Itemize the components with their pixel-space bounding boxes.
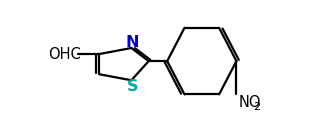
Text: 2: 2	[253, 102, 260, 111]
Text: N: N	[126, 36, 139, 50]
Text: NO: NO	[239, 95, 261, 110]
Text: OHC: OHC	[48, 47, 81, 62]
Text: S: S	[127, 79, 138, 94]
